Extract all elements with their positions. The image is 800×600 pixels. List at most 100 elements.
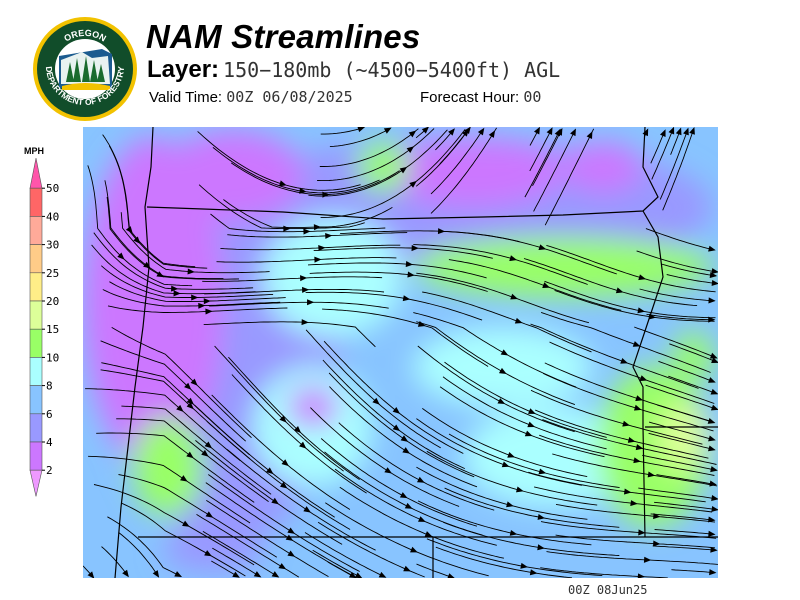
streamline-arrow [410, 546, 418, 553]
streamline [209, 301, 389, 309]
colorbar-tick-label: 8 [46, 380, 53, 393]
streamline-arrow [409, 180, 417, 188]
colorbar-segment [29, 187, 43, 217]
streamline-arrow [182, 520, 190, 527]
streamline-arrow [538, 468, 547, 475]
streamline-arrow [633, 457, 641, 464]
streamline [93, 232, 254, 290]
streamline-arrow [122, 569, 129, 578]
streamline [652, 545, 717, 551]
streamline [546, 551, 718, 565]
colorbar-tick-label: 40 [46, 210, 59, 223]
streamline [656, 474, 716, 486]
streamline-arrow [586, 131, 593, 139]
layer-label: Layer: [147, 56, 220, 83]
streamline-arrow [627, 437, 636, 443]
streamline-arrow [399, 492, 408, 499]
streamline [426, 538, 603, 577]
streamline [309, 271, 488, 292]
streamline-arrow [357, 127, 366, 133]
streamline [638, 487, 718, 500]
streamline [329, 386, 478, 488]
streamline [523, 258, 698, 307]
streamline-arrow [546, 127, 553, 136]
colorbar-segment [29, 328, 43, 358]
streamline [662, 127, 695, 211]
streamline [654, 529, 715, 535]
streamline [206, 500, 329, 577]
streamline-arrow [647, 471, 656, 478]
streamline-arrow [533, 127, 540, 135]
streamline-arrow [711, 357, 718, 363]
streamline-arrow [117, 252, 125, 260]
streamline-arrow [632, 341, 641, 347]
streamline [435, 546, 573, 578]
streamline [648, 432, 715, 451]
streamline-arrow [710, 466, 718, 473]
streamline [540, 311, 711, 373]
valid-time-value: 00Z 06/08/2025 [226, 88, 353, 106]
streamline [671, 569, 716, 574]
streamline-arrow [527, 421, 536, 428]
colorbar-segment [29, 272, 43, 302]
streamline-arrow [710, 404, 718, 411]
streamline-arrow [384, 467, 392, 474]
streamline [202, 276, 383, 282]
streamline-arrow [710, 388, 718, 395]
streamline-arrow [133, 236, 141, 244]
streamline [528, 471, 706, 503]
streamline-arrow [378, 571, 387, 578]
svg-text:OREGON: OREGON [62, 28, 108, 44]
streamline-arrow [709, 480, 717, 487]
streamline-arrow [514, 317, 523, 324]
streamline [107, 516, 182, 577]
streamline-arrow [501, 461, 510, 468]
streamline-arrow [711, 279, 718, 286]
streamline-arrow [204, 550, 212, 557]
streamline [339, 486, 504, 559]
streamline-arrow [171, 285, 179, 292]
layer-info: Layer: 150−180mb (~4500−5400ft) AGL [147, 56, 560, 84]
streamline-arrow [173, 290, 181, 297]
streamline-arrow [190, 378, 198, 386]
streamline [444, 487, 620, 528]
streamline [212, 547, 261, 578]
streamline [227, 232, 408, 238]
streamline [416, 272, 590, 324]
colorbar-tick-label: 15 [46, 323, 59, 336]
colorbar-segment [29, 244, 43, 274]
streamline-arrow [205, 511, 214, 518]
streamlines [83, 127, 718, 578]
streamline-arrow [635, 395, 643, 402]
streamline [659, 128, 689, 200]
streamline-arrow [325, 232, 333, 239]
streamline-arrow [437, 228, 446, 235]
streamline-arrow [392, 406, 401, 414]
streamline-arrow [354, 572, 363, 578]
streamline-arrow [448, 128, 455, 136]
streamline-arrow [554, 128, 561, 137]
streamline-arrow [711, 268, 718, 275]
streamline [535, 409, 709, 459]
streamline [93, 484, 255, 566]
streamline-arrow [633, 404, 642, 411]
streamline-arrow [293, 425, 302, 434]
streamline [645, 228, 715, 251]
streamline-arrow [287, 550, 296, 557]
streamline-arrow [271, 571, 280, 578]
streamline [448, 259, 622, 311]
streamline [203, 321, 376, 348]
streamline [555, 534, 716, 549]
streamline [206, 420, 351, 530]
streamline [87, 165, 193, 287]
streamline [533, 486, 713, 513]
streamline [634, 326, 717, 359]
streamline [554, 289, 715, 322]
streamline [85, 388, 241, 462]
streamline-arrow [279, 415, 287, 423]
streamline-arrow [203, 298, 211, 305]
streamline [107, 305, 288, 313]
streamline-arrow [653, 540, 661, 547]
streamline-arrow [708, 245, 716, 252]
streamline-arrow [184, 382, 192, 390]
